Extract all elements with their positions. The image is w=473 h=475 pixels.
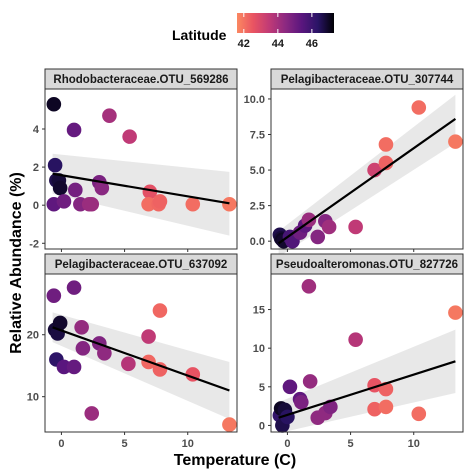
facet-panel: Pseudoalteromonas.OTU_827726 0 5 10 15 0 5 10 [253, 253, 464, 450]
x-tick-label: 5 [348, 438, 354, 450]
data-point [46, 96, 62, 112]
y-tick-label: 0.0 [250, 236, 265, 248]
x-tick-label: 10 [408, 438, 420, 450]
legend-title: Latitude [172, 27, 227, 43]
regression-line [52, 172, 230, 205]
data-point [66, 122, 82, 138]
facet-title: Pelagibacteraceae.OTU_637092 [55, 259, 228, 271]
plot-area [45, 89, 237, 249]
data-point [56, 194, 72, 209]
panel-border [44, 88, 238, 250]
data-point [321, 219, 337, 235]
y-tick-label: 4 [33, 124, 40, 136]
data-point [66, 359, 82, 375]
data-point [301, 279, 317, 294]
data-point [102, 108, 117, 123]
data-point [411, 406, 427, 422]
legend-colorbar [237, 13, 334, 33]
y-tick-label: 10 [27, 392, 39, 404]
y-tick-label: 0 [259, 420, 265, 432]
data-point [141, 329, 156, 344]
data-point [448, 305, 463, 320]
color-legend: Latitude 42 44 46 [172, 13, 334, 50]
regression-line [52, 326, 230, 392]
data-point [152, 362, 168, 377]
y-tick-label: 7.5 [250, 130, 265, 142]
y-tick-label: 5 [259, 382, 265, 394]
x-tick-label: 0 [58, 438, 64, 450]
x-axis-title: Temperature (C) [174, 452, 296, 469]
data-point [97, 346, 112, 361]
y-tick-label: 0 [33, 200, 39, 212]
data-point [348, 332, 363, 347]
confidence-band [52, 153, 230, 236]
y-tick-label: 2.5 [250, 201, 265, 213]
data-point [282, 379, 298, 395]
data-point [222, 196, 237, 212]
facet-panel: Pelagibacteraceae.OTU_307744 0.0 2.5 5.0 7.5… [244, 68, 464, 257]
y-tick-label: 5.0 [250, 165, 265, 177]
data-point [52, 315, 68, 331]
data-point [68, 182, 83, 198]
legend-tick-label: 44 [272, 38, 285, 50]
data-point [52, 180, 68, 196]
x-tick-label: 10 [182, 438, 194, 450]
y-tick-label: 10 [253, 343, 265, 355]
data-point [47, 157, 63, 173]
data-point [122, 129, 137, 144]
data-point [378, 399, 394, 415]
legend-tick-label: 42 [238, 38, 250, 50]
data-point [84, 406, 100, 421]
data-point [185, 196, 201, 212]
data-point [310, 229, 326, 245]
y-tick-label: 20 [27, 330, 39, 342]
data-point [448, 134, 463, 149]
plot-area [45, 274, 237, 432]
legend-ticks: 42 44 46 [238, 13, 318, 50]
x-tick-label: 0 [284, 438, 290, 450]
data-point [378, 137, 394, 152]
regression-line [278, 360, 456, 419]
facet-title: Rhodobacteraceae.OTU_569286 [53, 74, 228, 86]
data-point [367, 401, 382, 417]
data-point [152, 303, 168, 318]
y-tick-label: 2 [33, 162, 39, 174]
panel-border [270, 88, 464, 250]
facet-title: Pelagibacteraceae.OTU_307744 [281, 74, 454, 86]
data-point [56, 359, 72, 375]
data-point [348, 219, 363, 235]
y-tick-label: 15 [253, 305, 265, 317]
facet-panels: Rhodobacteraceae.OTU_569286 -2 0 2 4 Pelagiba… [27, 68, 464, 450]
panel-border [44, 273, 238, 433]
data-point [152, 194, 168, 209]
y-tick-label: -2 [29, 238, 39, 250]
legend-tick-label: 46 [306, 38, 318, 50]
data-point [302, 374, 318, 389]
x-tick-label: 5 [122, 438, 128, 450]
regression-line [277, 117, 457, 245]
data-point [46, 288, 62, 303]
facet-title: Pseudoalteromonas.OTU_827726 [276, 259, 458, 271]
data-point [222, 417, 237, 432]
data-point [66, 280, 82, 295]
data-point [121, 356, 136, 372]
panel-border [270, 273, 464, 433]
data-point [75, 341, 91, 356]
facet-panel: Pelagibacteraceae.OTU_637092 10 20 0 5 10 [27, 253, 238, 450]
data-point [411, 100, 427, 115]
data-point [74, 319, 89, 335]
data-point [294, 394, 309, 410]
y-axis-title: Relative Abundance (%) [8, 172, 25, 354]
data-point [378, 155, 394, 171]
data-point [142, 184, 158, 200]
data-point [141, 196, 156, 212]
facet-panel: Rhodobacteraceae.OTU_569286 -2 0 2 4 [29, 68, 238, 252]
y-tick-label: 10.0 [244, 94, 265, 106]
data-point [84, 196, 100, 212]
data-point [94, 180, 110, 196]
